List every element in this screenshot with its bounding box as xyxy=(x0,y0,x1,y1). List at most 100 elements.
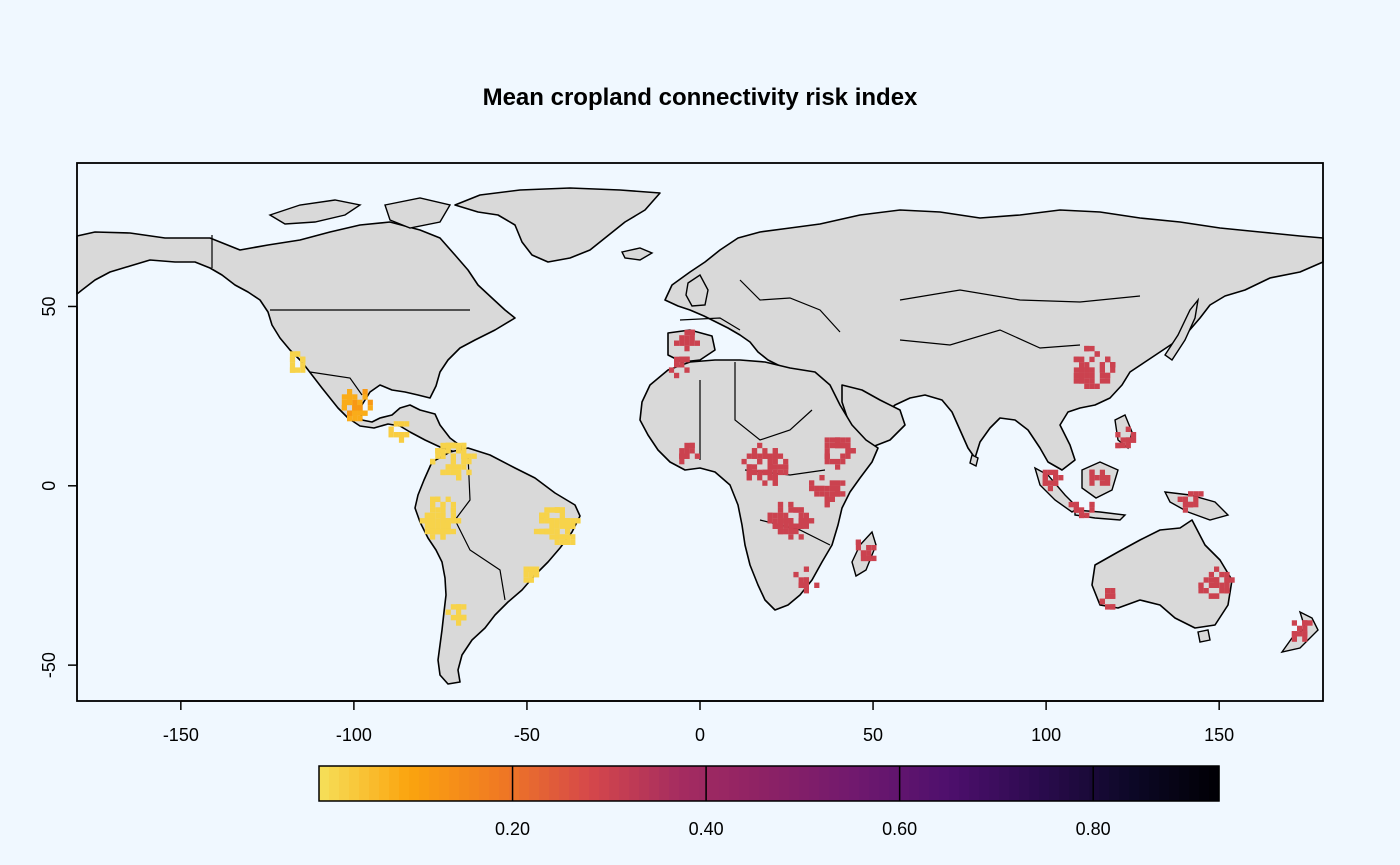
risk-cell xyxy=(456,442,462,449)
map-title: Mean cropland connectivity risk index xyxy=(482,84,918,111)
legend-swatch xyxy=(899,766,910,801)
risk-cell xyxy=(352,410,358,416)
legend-swatch xyxy=(659,766,670,801)
risk-cell xyxy=(430,518,436,524)
risk-cell xyxy=(793,528,799,535)
risk-cell xyxy=(404,432,410,438)
legend-swatch xyxy=(1069,766,1080,801)
legend-swatch xyxy=(1109,766,1120,801)
risk-cell xyxy=(1089,356,1095,363)
risk-cell xyxy=(528,566,534,572)
risk-cell xyxy=(430,458,436,465)
risk-cell xyxy=(424,512,430,519)
risk-region-mexico xyxy=(341,389,373,422)
risk-cell xyxy=(341,394,347,400)
risk-cell xyxy=(751,448,758,454)
risk-cell xyxy=(772,512,778,519)
legend-swatch xyxy=(879,766,890,801)
risk-cell xyxy=(357,415,363,422)
risk-cell xyxy=(684,329,690,336)
risk-cell xyxy=(783,469,789,476)
risk-cell xyxy=(824,458,830,465)
risk-cell xyxy=(860,555,867,562)
risk-cell xyxy=(835,464,841,470)
risk-cell xyxy=(835,480,841,486)
risk-cell xyxy=(783,512,789,519)
legend-tick-label: 0.20 xyxy=(495,819,530,839)
risk-cell xyxy=(549,523,555,529)
risk-cell xyxy=(777,523,784,529)
risk-cell xyxy=(1105,372,1111,379)
risk-cell xyxy=(824,485,830,492)
java-island xyxy=(1074,509,1127,521)
risk-cell xyxy=(757,453,763,459)
risk-cell xyxy=(783,518,789,524)
risk-cell xyxy=(679,458,685,465)
legend-swatch xyxy=(429,766,440,801)
risk-cell xyxy=(300,356,306,363)
risk-cell xyxy=(840,453,846,459)
risk-cell xyxy=(809,480,815,486)
risk-cell xyxy=(803,518,809,524)
risk-cell xyxy=(362,410,368,416)
risk-cell xyxy=(554,539,560,545)
risk-region-congo-zambia xyxy=(767,501,815,540)
risk-cell xyxy=(549,534,555,540)
risk-cell xyxy=(1047,469,1053,476)
legend-swatch xyxy=(1009,766,1020,801)
risk-cell xyxy=(388,432,394,438)
arctic-islands xyxy=(268,199,362,225)
risk-cell xyxy=(559,507,565,513)
risk-cell xyxy=(694,340,700,346)
risk-region-central-america xyxy=(388,421,410,443)
risk-cell xyxy=(1089,383,1095,389)
legend-swatch xyxy=(1039,766,1050,801)
risk-cell xyxy=(788,518,794,524)
risk-cell xyxy=(772,448,778,454)
risk-cell xyxy=(1188,491,1194,497)
legend-swatch xyxy=(799,766,810,801)
risk-cell xyxy=(300,362,306,368)
risk-cell xyxy=(845,442,851,449)
risk-cell xyxy=(549,507,555,513)
risk-cell xyxy=(777,464,784,470)
legend-swatch xyxy=(1049,766,1060,801)
risk-region-morocco xyxy=(668,356,690,379)
legend-swatch xyxy=(1169,766,1180,801)
sri-lanka-island xyxy=(969,453,979,468)
risk-cell xyxy=(362,394,368,400)
risk-cell xyxy=(1219,571,1225,578)
risk-cell xyxy=(289,362,296,368)
legend-swatch xyxy=(709,766,720,801)
risk-cell xyxy=(1079,367,1085,373)
risk-cell xyxy=(798,518,804,524)
x-tick-label: 0 xyxy=(695,725,705,745)
legend-swatch xyxy=(359,766,370,801)
risk-cell xyxy=(430,523,436,529)
legend-swatch xyxy=(529,766,540,801)
risk-cell xyxy=(1291,631,1297,637)
risk-cell xyxy=(456,475,462,481)
risk-cell xyxy=(559,518,565,524)
risk-cell xyxy=(393,432,399,438)
risk-cell xyxy=(404,421,410,427)
legend-swatch xyxy=(1159,766,1170,801)
risk-cell xyxy=(430,534,436,540)
risk-cell xyxy=(814,485,820,492)
risk-region-madagascar xyxy=(855,539,877,562)
risk-cell xyxy=(1089,501,1095,508)
risk-cell xyxy=(565,534,571,540)
risk-cell xyxy=(751,453,758,459)
risk-cell xyxy=(450,518,456,524)
risk-cell xyxy=(544,528,550,535)
risk-cell xyxy=(565,523,571,529)
risk-cell xyxy=(1302,625,1308,632)
risk-cell xyxy=(341,405,347,411)
risk-cell xyxy=(352,394,358,400)
risk-cell xyxy=(679,340,685,346)
risk-cell xyxy=(559,523,565,529)
risk-cell xyxy=(1105,593,1111,599)
risk-cell xyxy=(762,480,768,486)
risk-cell xyxy=(575,518,581,524)
